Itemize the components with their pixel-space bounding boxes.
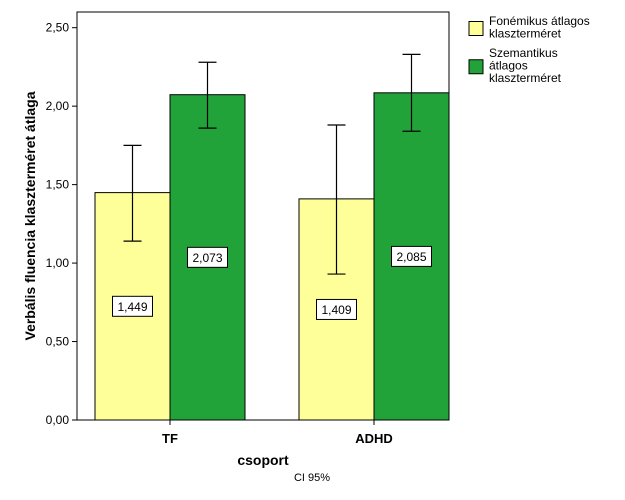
x-tick-label: ADHD bbox=[355, 431, 393, 446]
data-label-box bbox=[187, 246, 228, 268]
legend-label-line: klaszterméret bbox=[489, 71, 562, 85]
y-tick-label: 2,50 bbox=[46, 21, 70, 35]
data-label: 2,073 bbox=[192, 251, 222, 265]
legend-swatch-szemantikus bbox=[468, 59, 484, 75]
data-label: 1,449 bbox=[117, 300, 147, 314]
legend-label-line: Szemantikus bbox=[489, 46, 558, 60]
y-axis-title: Verbális fluencia klaszterméret átlaga bbox=[22, 91, 38, 340]
data-label-box bbox=[112, 295, 153, 317]
data-label: 2,085 bbox=[396, 250, 426, 264]
data-label: 1,409 bbox=[321, 303, 351, 317]
y-tick-label: 1,00 bbox=[46, 256, 70, 270]
y-tick-label: 0,50 bbox=[46, 335, 70, 349]
data-label-box bbox=[316, 298, 357, 320]
y-tick-label: 2,00 bbox=[46, 99, 70, 113]
x-axis-title: csoport bbox=[237, 452, 289, 468]
legend-label-line: átlagos bbox=[489, 59, 528, 73]
legend-label-line: Fonémikus átlagos bbox=[489, 14, 590, 28]
ci-note: CI 95% bbox=[294, 472, 330, 484]
legend-label-szemantikus: Szemantikus átlagos klaszterméret bbox=[489, 46, 562, 85]
x-tick-label: TF bbox=[162, 431, 178, 446]
legend-label-line: klaszterméret bbox=[489, 27, 562, 41]
y-tick-label: 0,00 bbox=[46, 413, 70, 427]
legend-label-fonemikus: Fonémikus átlagos klaszterméret bbox=[489, 14, 590, 41]
data-label-box bbox=[391, 245, 432, 267]
y-tick-label: 1,50 bbox=[46, 178, 70, 192]
legend-swatch-fonemikus bbox=[468, 21, 484, 36]
